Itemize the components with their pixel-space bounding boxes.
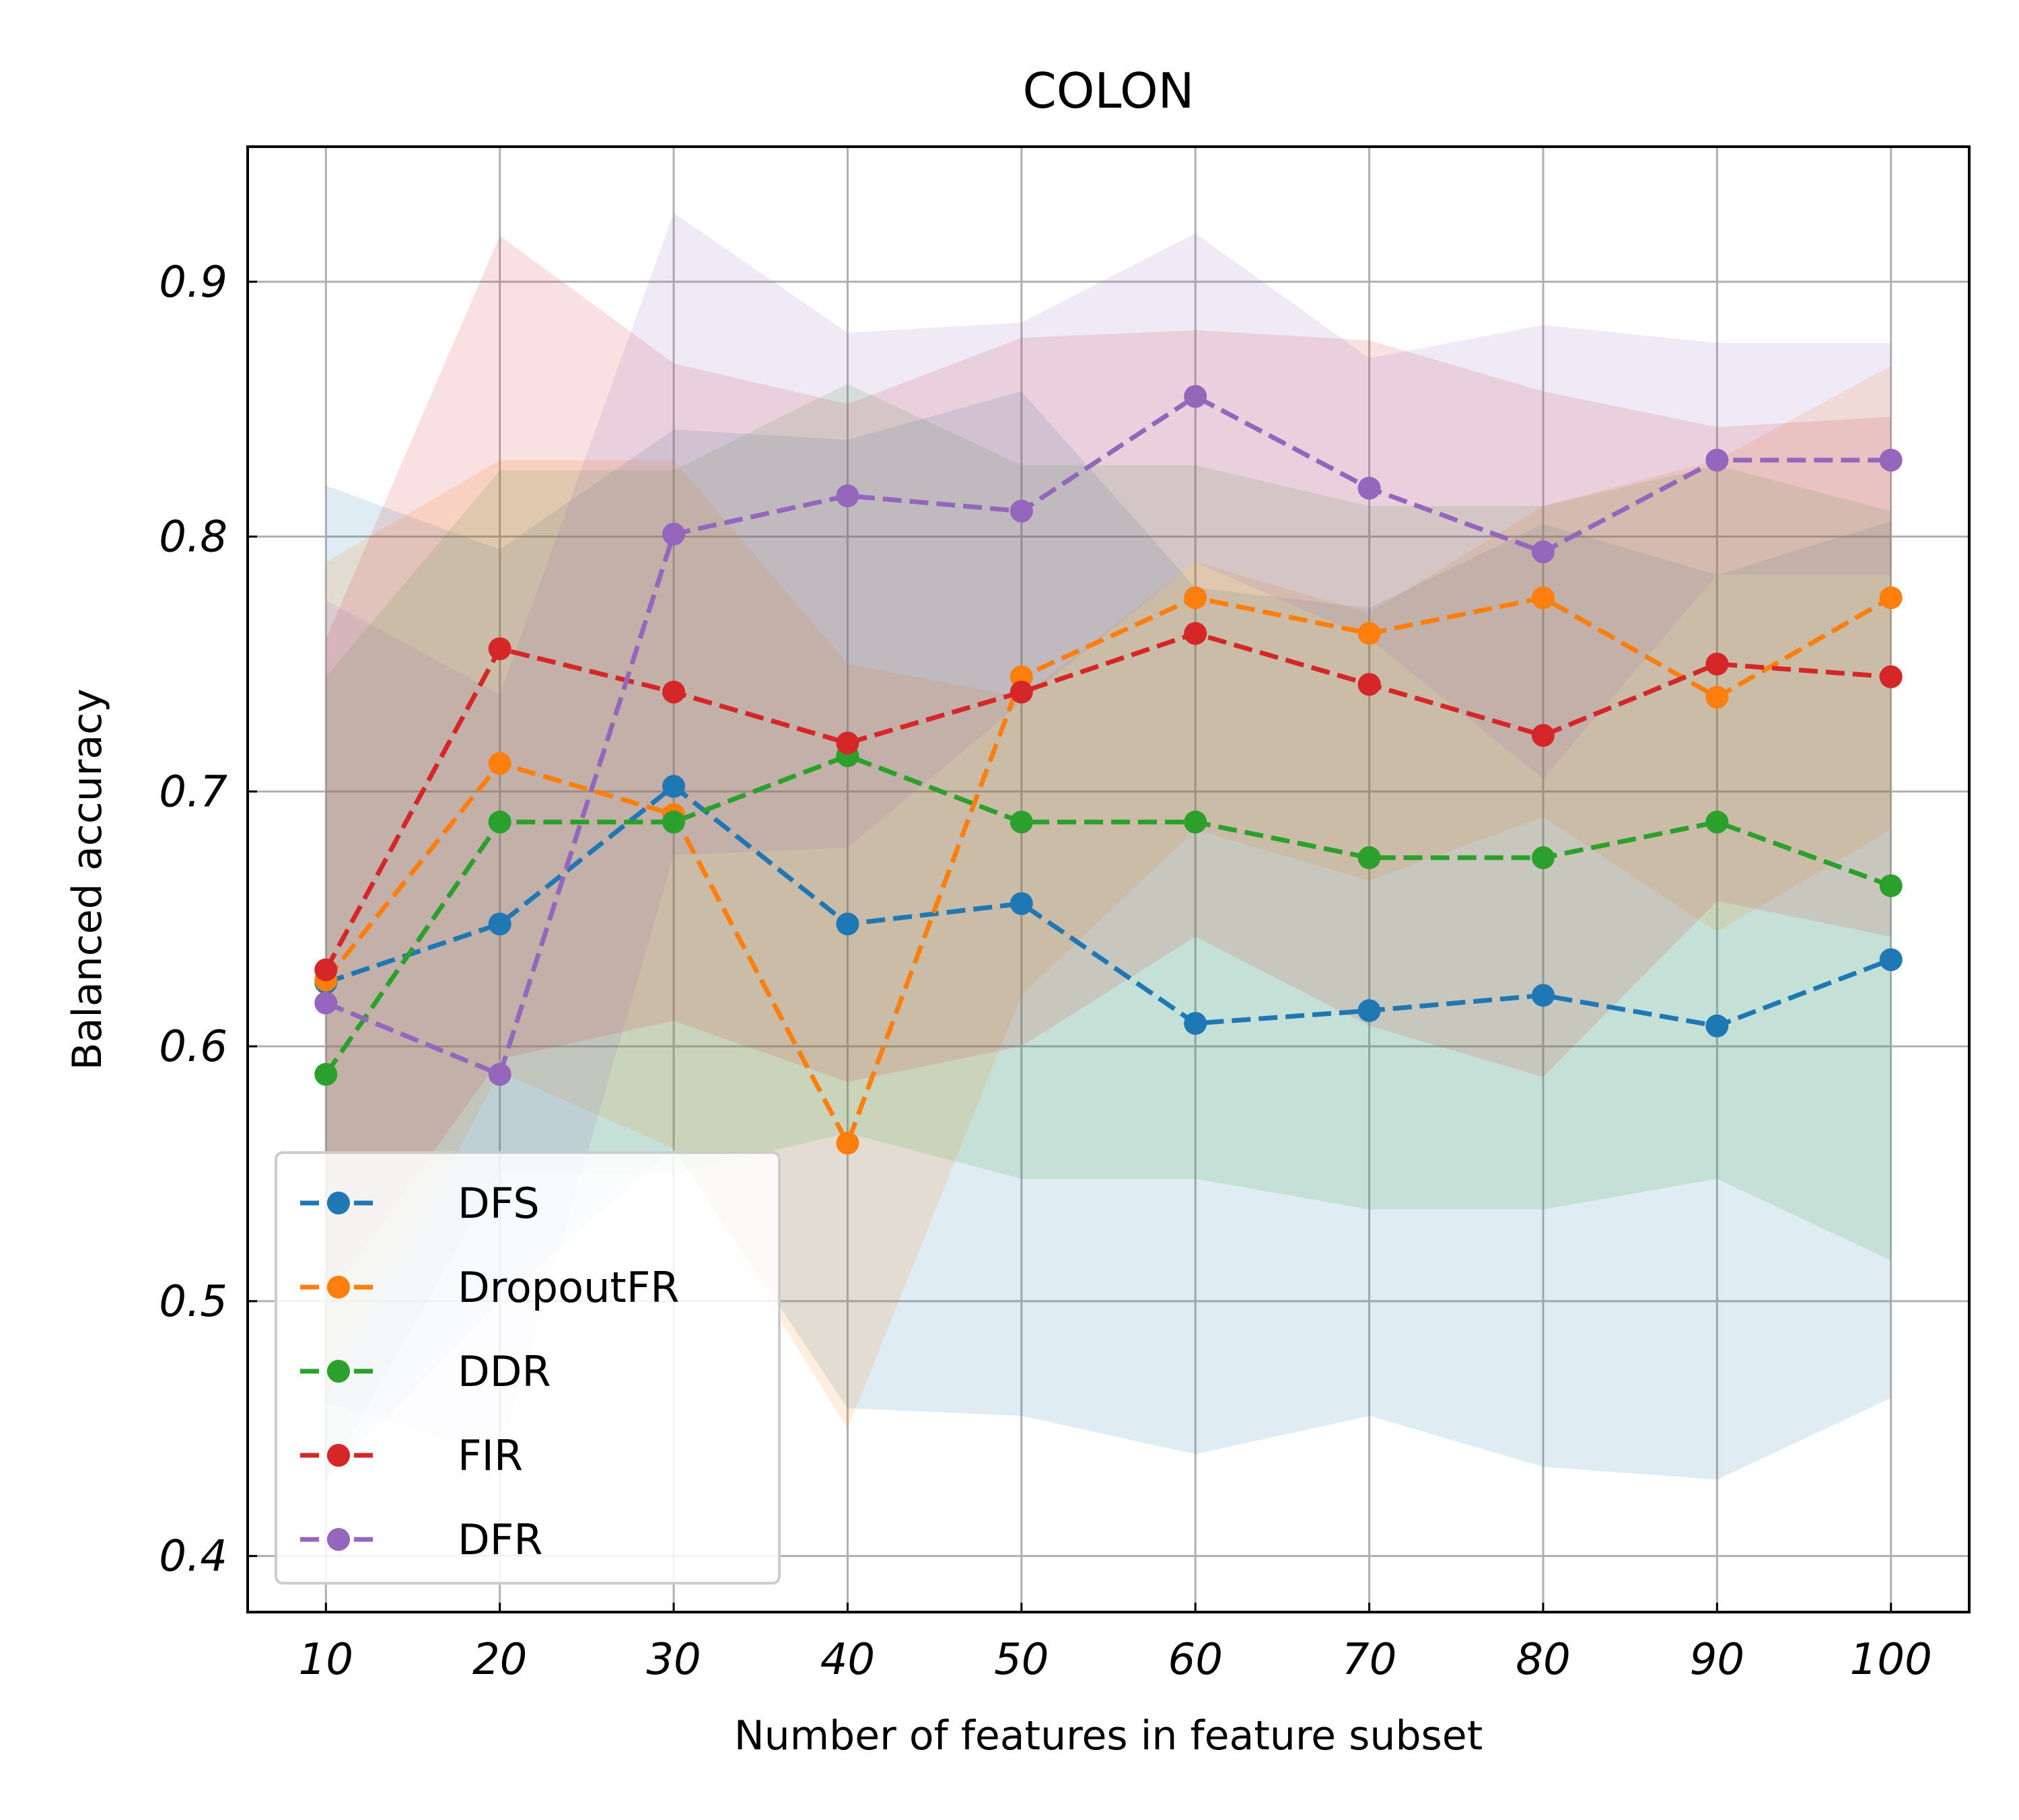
- data-point-dfs: [836, 912, 859, 936]
- series-line-fir: [324, 630, 1891, 972]
- data-point-fir: [1010, 680, 1033, 704]
- data-point-dfr: [662, 522, 686, 546]
- data-point-fir: [488, 637, 511, 661]
- data-point-dfr: [1705, 448, 1729, 472]
- data-point-ddr: [314, 1062, 338, 1086]
- data-point-dfr: [1184, 385, 1207, 408]
- data-point-ddr: [1705, 810, 1729, 834]
- y-tick-label: 0.4: [159, 1532, 227, 1582]
- data-point-fir: [314, 958, 338, 982]
- y-tick-label: 0.7: [159, 767, 227, 817]
- data-point-ddr: [1531, 846, 1555, 869]
- x-tick-label: 100: [1850, 1635, 1932, 1685]
- x-tick-label: 90: [1690, 1635, 1744, 1685]
- data-point-ddr: [1010, 810, 1033, 834]
- data-point-dfr: [1879, 448, 1903, 472]
- data-point-dfs: [1879, 948, 1903, 972]
- x-tick-label: 80: [1516, 1635, 1570, 1685]
- band-dfr: [326, 213, 1891, 1455]
- data-point-dropoutfr: [1531, 586, 1555, 610]
- x-tick-label: 30: [646, 1635, 701, 1685]
- data-point-dfs: [1705, 1014, 1729, 1038]
- legend-label-fir: FIR: [458, 1431, 523, 1480]
- x-tick-label: 20: [472, 1635, 527, 1685]
- data-point-dfr: [1531, 540, 1555, 564]
- legend-marker-dfr: [327, 1528, 350, 1551]
- data-point-dropoutfr: [1705, 686, 1729, 709]
- legend-marker-fir: [327, 1444, 350, 1467]
- data-point-fir: [1184, 622, 1207, 645]
- legend-marker-ddr: [327, 1360, 350, 1383]
- legend-box: [275, 1151, 781, 1585]
- data-point-dropoutfr: [1357, 622, 1381, 645]
- x-axis-label: Number of features in feature subset: [734, 1712, 1483, 1759]
- x-tick-label: 60: [1168, 1635, 1222, 1685]
- data-point-ddr: [662, 810, 686, 834]
- legend-label-dropoutfr: DropoutFR: [458, 1263, 679, 1312]
- data-point-fir: [1357, 673, 1381, 696]
- data-point-dfs: [488, 912, 511, 936]
- y-axis-label: Balanced accuracy: [64, 688, 111, 1070]
- data-point-fir: [662, 680, 686, 704]
- data-point-dfr: [488, 1062, 511, 1086]
- x-tick-label: 70: [1342, 1635, 1396, 1685]
- legend-label-ddr: DDR: [458, 1347, 551, 1396]
- chart-title: COLON: [1022, 63, 1194, 119]
- axis-ticks: 10 20 30 40 50 60 70 80 90 100 0.4 0.5 0.6 0.7 0.8 0.9: [159, 258, 1932, 1685]
- data-point-dropoutfr: [836, 1132, 859, 1155]
- data-point-dfr: [1010, 499, 1033, 523]
- series-lines: [314, 385, 1903, 1155]
- data-point-ddr: [1357, 846, 1381, 869]
- data-point-dfs: [1010, 891, 1033, 915]
- series-line-dfr: [324, 394, 1891, 1078]
- data-point-fir: [836, 731, 859, 755]
- data-point-fir: [1705, 652, 1729, 676]
- data-point-ddr: [488, 810, 511, 834]
- legend: DFS DropoutFR DDR FIR DFR: [275, 1151, 781, 1585]
- data-point-dropoutfr: [1184, 586, 1207, 610]
- y-tick-label: 0.8: [159, 513, 227, 562]
- data-point-ddr: [1184, 810, 1207, 834]
- x-tick-label: 10: [299, 1635, 353, 1685]
- legend-marker-dropoutfr: [327, 1276, 350, 1299]
- data-point-dfr: [314, 991, 338, 1015]
- band-ddr: [326, 384, 1891, 1480]
- data-point-dropoutfr: [1879, 586, 1903, 610]
- legend-label-dfs: DFS: [458, 1179, 540, 1228]
- y-tick-label: 0.9: [159, 258, 227, 307]
- y-tick-label: 0.5: [159, 1277, 227, 1327]
- band-fir: [326, 235, 1891, 1301]
- data-point-fir: [1879, 665, 1903, 688]
- data-point-dfr: [836, 484, 859, 507]
- data-point-dfs: [1357, 999, 1381, 1023]
- x-tick-label: 40: [820, 1635, 875, 1685]
- data-point-dfs: [1531, 984, 1555, 1007]
- legend-marker-dfs: [327, 1192, 350, 1214]
- data-point-ddr: [1879, 874, 1903, 898]
- plot-frame: [246, 145, 1971, 1613]
- data-point-fir: [1531, 723, 1555, 747]
- y-tick-label: 0.6: [159, 1022, 227, 1072]
- data-point-dropoutfr: [488, 752, 511, 775]
- legend-label-dfr: DFR: [458, 1515, 542, 1564]
- series-line-dropoutfr: [324, 595, 1892, 1149]
- data-point-dfs: [662, 774, 686, 798]
- x-tick-label: 50: [994, 1635, 1049, 1685]
- data-point-dfr: [1357, 476, 1381, 500]
- series-line-ddr: [324, 753, 1892, 1076]
- data-point-dfs: [1184, 1012, 1207, 1035]
